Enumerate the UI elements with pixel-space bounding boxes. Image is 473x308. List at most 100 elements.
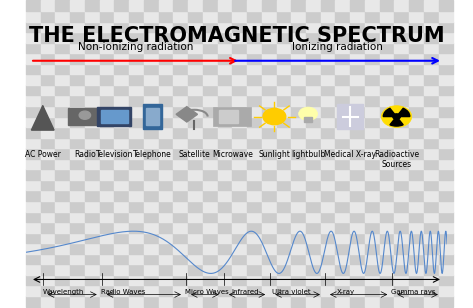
Bar — [129, 22, 144, 32]
Bar — [100, 201, 114, 212]
Bar — [277, 222, 291, 233]
Bar — [424, 116, 438, 127]
Bar — [262, 169, 277, 180]
Bar — [173, 0, 188, 11]
Bar — [424, 43, 438, 53]
Bar — [70, 296, 85, 306]
Bar — [306, 64, 321, 74]
Bar — [203, 254, 218, 264]
Bar — [114, 212, 129, 222]
Bar — [218, 275, 232, 286]
Bar — [394, 243, 409, 254]
Bar — [277, 254, 291, 264]
Bar — [277, 296, 291, 306]
Bar — [129, 106, 144, 116]
Bar — [158, 201, 173, 212]
Bar — [247, 106, 262, 116]
Bar — [365, 159, 380, 169]
Circle shape — [393, 114, 400, 119]
Bar — [218, 0, 232, 11]
Bar — [262, 286, 277, 296]
Bar — [247, 201, 262, 212]
Bar — [85, 159, 100, 169]
Bar — [129, 222, 144, 233]
Bar — [424, 264, 438, 275]
Text: Radio: Radio — [74, 150, 96, 159]
Bar — [218, 159, 232, 169]
Bar — [321, 159, 335, 169]
Bar — [321, 138, 335, 148]
Bar — [129, 264, 144, 275]
Bar — [247, 222, 262, 233]
Bar — [203, 32, 218, 43]
Bar — [100, 43, 114, 53]
Bar — [85, 264, 100, 275]
Bar — [409, 286, 424, 296]
Bar — [262, 254, 277, 264]
Bar — [321, 32, 335, 43]
Bar — [262, 243, 277, 254]
Bar — [247, 190, 262, 201]
Bar — [335, 22, 350, 32]
Bar — [380, 243, 394, 254]
Bar — [394, 116, 409, 127]
Bar — [247, 264, 262, 275]
Bar — [409, 85, 424, 95]
Bar — [101, 110, 128, 123]
Bar — [247, 116, 262, 127]
Bar — [218, 254, 232, 264]
Bar — [277, 233, 291, 243]
Bar — [100, 296, 114, 306]
Bar — [424, 190, 438, 201]
Bar — [277, 43, 291, 53]
Bar — [146, 108, 159, 125]
Bar — [203, 296, 218, 306]
Bar — [291, 53, 306, 64]
Bar — [85, 275, 100, 286]
Bar — [114, 222, 129, 233]
Bar — [188, 116, 203, 127]
Bar — [394, 190, 409, 201]
Text: Gamma rays: Gamma rays — [391, 289, 436, 294]
Bar — [218, 95, 232, 106]
Bar — [70, 286, 85, 296]
Bar — [350, 138, 365, 148]
Bar — [380, 190, 394, 201]
Bar — [129, 138, 144, 148]
Bar — [232, 53, 247, 64]
Bar — [26, 22, 41, 32]
Bar — [321, 106, 335, 116]
Bar — [277, 106, 291, 116]
Bar — [85, 95, 100, 106]
Bar — [409, 138, 424, 148]
Bar — [188, 254, 203, 264]
Bar — [218, 212, 232, 222]
Bar — [55, 243, 70, 254]
Bar — [218, 190, 232, 201]
Bar — [247, 180, 262, 190]
Bar — [291, 190, 306, 201]
Bar — [291, 264, 306, 275]
Bar — [409, 95, 424, 106]
Bar — [394, 212, 409, 222]
Bar — [335, 116, 350, 127]
Bar — [85, 138, 100, 148]
Bar — [100, 254, 114, 264]
Bar — [262, 296, 277, 306]
Bar — [55, 74, 70, 85]
Bar — [85, 233, 100, 243]
Bar — [188, 243, 203, 254]
Bar — [321, 64, 335, 74]
Bar — [232, 159, 247, 169]
Bar — [203, 11, 218, 22]
Bar — [41, 190, 55, 201]
Bar — [424, 64, 438, 74]
Bar — [424, 169, 438, 180]
Bar — [55, 95, 70, 106]
Bar — [306, 22, 321, 32]
Bar — [321, 127, 335, 138]
Bar — [158, 222, 173, 233]
Bar — [306, 0, 321, 11]
Bar — [144, 85, 158, 95]
Bar — [409, 169, 424, 180]
